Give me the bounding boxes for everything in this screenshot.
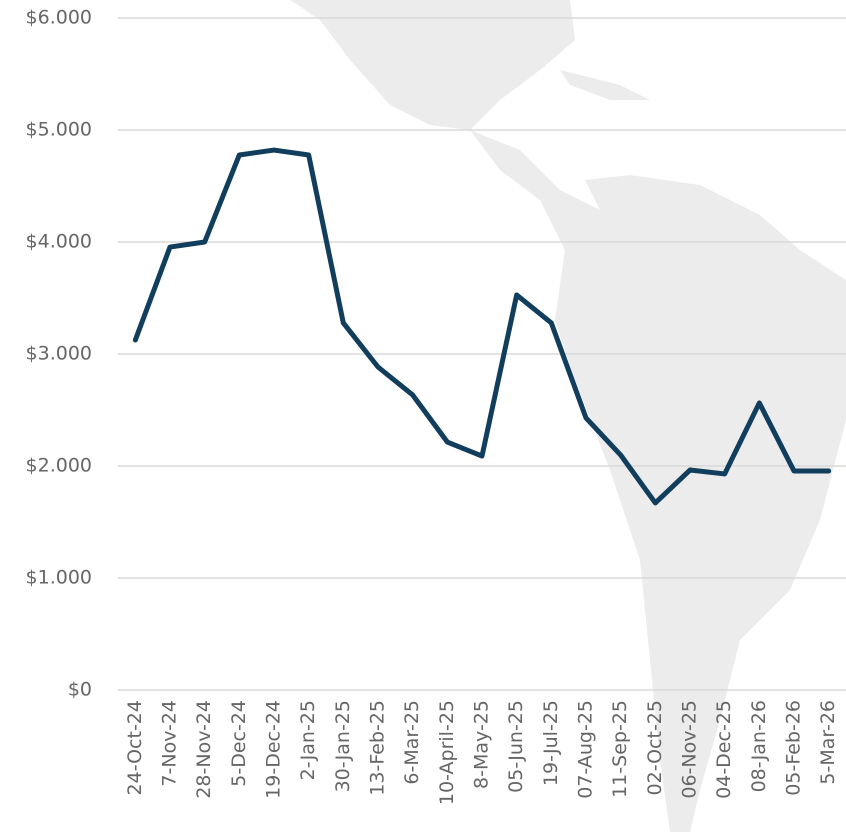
x-tick-label: 30-Jan-25 — [332, 700, 354, 792]
y-tick-label: $0 — [68, 679, 92, 701]
x-tick-label: 8-May-25 — [471, 700, 493, 789]
y-tick-label: $5.000 — [26, 119, 92, 141]
x-tick-label: 02-Oct-25 — [644, 700, 666, 795]
x-tick-label: 06-Nov-25 — [679, 700, 701, 799]
x-tick-label: 13-Feb-25 — [367, 700, 389, 796]
x-tick-label: 24-Oct-24 — [124, 700, 146, 795]
x-tick-label: 7-Nov-24 — [159, 700, 181, 787]
data-line — [132, 147, 832, 506]
x-tick-label: 19-Jul-25 — [540, 700, 562, 786]
y-tick-label: $1.000 — [26, 567, 92, 589]
y-tick-label: $4.000 — [26, 231, 92, 253]
x-tick-label: 07-Aug-25 — [575, 700, 597, 799]
x-tick-label: 05-Jun-25 — [505, 700, 527, 793]
map-background — [290, 0, 846, 832]
x-tick-label: 08-Jan-26 — [748, 700, 770, 792]
y-tick-label: $2.000 — [26, 455, 92, 477]
x-tick-label: 19-Dec-24 — [263, 700, 285, 799]
x-tick-label: 2-Jan-25 — [297, 700, 319, 780]
x-tick-label: 5-Dec-24 — [228, 700, 250, 787]
y-tick-label: $6.000 — [26, 7, 92, 29]
x-tick-label: 05-Feb-26 — [783, 700, 805, 796]
x-tick-label: 28-Nov-24 — [193, 700, 215, 799]
x-tick-label: 10-April-25 — [436, 700, 458, 805]
x-tick-label: 04-Dec-25 — [713, 700, 735, 799]
x-tick-label: 11-Sep-25 — [609, 700, 631, 798]
x-tick-label: 6-Mar-25 — [401, 700, 423, 785]
x-tick-label: 5-Mar-26 — [817, 700, 839, 785]
y-tick-label: $3.000 — [26, 343, 92, 365]
